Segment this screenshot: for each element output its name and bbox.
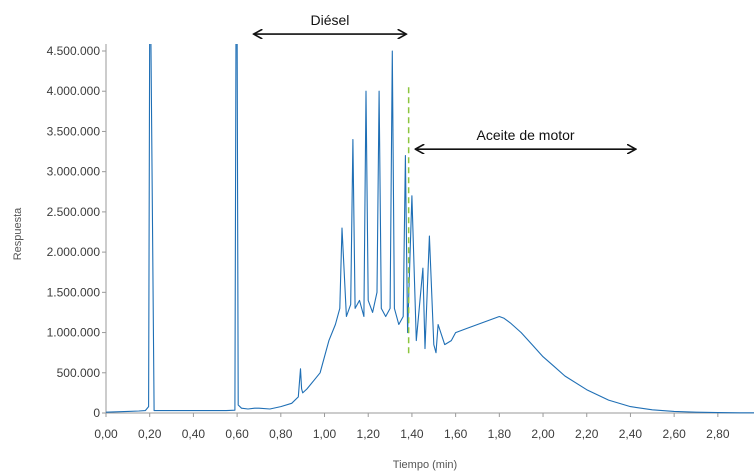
x-axis: 0,00 0,20 0,40 0,60 0,80 1,00 1,20 1,40 1,60 1,80… (94, 412, 754, 441)
y-tick-label: 1.000.000 (47, 326, 101, 340)
y-tick-label: 0 (93, 406, 100, 420)
x-tick-label: 2,20 (575, 427, 599, 441)
x-tick-label: 0,20 (138, 427, 162, 441)
x-tick-label: 1,60 (444, 427, 468, 441)
range-label: Aceite de motor (477, 127, 575, 143)
x-tick-label: 0,40 (182, 427, 206, 441)
y-tick-label: 4.500.000 (47, 44, 101, 58)
x-tick-label: 0,60 (225, 427, 249, 441)
y-tick-label: 500.000 (57, 366, 101, 380)
y-tick-label: 3.000.000 (47, 165, 101, 179)
x-tick-label: 1,20 (357, 427, 381, 441)
x-tick-label: 0,80 (269, 427, 293, 441)
y-tick-label: 2.000.000 (47, 245, 101, 259)
y-tick-label: 1.500.000 (47, 285, 101, 299)
x-tick-label: 2,40 (619, 427, 643, 441)
series-line (106, 44, 754, 414)
x-axis-title: Tiempo (min) (393, 459, 457, 471)
x-tick-label: 1,80 (488, 427, 512, 441)
x-tick-label: 1,00 (313, 427, 337, 441)
y-tick-label: 2.500.000 (47, 205, 101, 219)
x-tick-label: 2,00 (531, 427, 555, 441)
y-axis-title: Respuesta (12, 207, 24, 260)
annotations: Diésel Aceite de motor (255, 12, 635, 357)
y-axis: 0 500.000 1.000.000 1.500.000 2.000.000 2.500… (47, 44, 107, 420)
x-tick-label: 1,40 (400, 427, 424, 441)
x-tick-label: 0,00 (94, 427, 118, 441)
y-tick-label: 3.500.000 (47, 124, 101, 138)
x-tick-label: 2,60 (662, 427, 686, 441)
range-label: Diésel (311, 12, 350, 28)
x-tick-label: 2,80 (706, 427, 730, 441)
y-tick-label: 4.000.000 (47, 84, 101, 98)
plot-area (106, 44, 754, 414)
